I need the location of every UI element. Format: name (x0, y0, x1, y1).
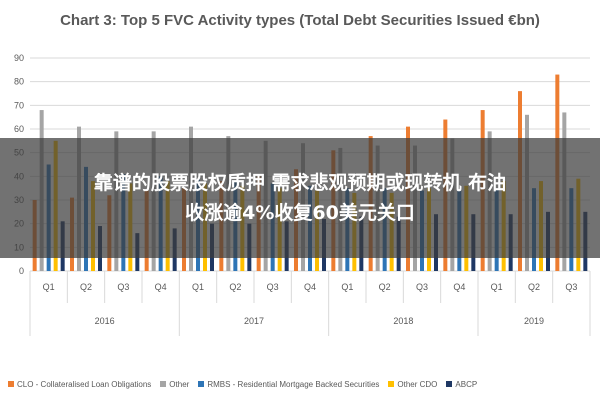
legend-label: Other (169, 379, 190, 389)
legend-item: ABCP (446, 380, 477, 389)
y-tick-label: 80 (14, 77, 24, 87)
headline-line-2: 收涨逾4%收复60美元关口 (185, 202, 415, 224)
x-tick-label: Q2 (379, 282, 391, 292)
x-tick-label: Q1 (192, 282, 204, 292)
y-tick-label: 60 (14, 124, 24, 134)
legend-item: Other (160, 380, 189, 389)
x-tick-label: Q2 (80, 282, 92, 292)
headline-overlay: 靠谱的股票股权质押 需求悲观预期或现转机 布油 收涨逾4%收复60美元关口 (0, 138, 600, 258)
legend-label: Other CDO (397, 379, 438, 389)
x-tick-label: Q2 (528, 282, 540, 292)
year-group-label: 2016 (95, 316, 115, 326)
x-tick-label: Q3 (117, 282, 129, 292)
x-tick-label: Q1 (491, 282, 503, 292)
x-tick-label: Q3 (565, 282, 577, 292)
legend-swatch (446, 381, 453, 387)
legend-item: CLO - Collateralised Loan Obligations (8, 380, 151, 389)
y-tick-label: 70 (14, 100, 24, 110)
year-group-label: 2018 (393, 316, 413, 326)
legend-swatch (388, 381, 395, 387)
headline-line-1: 靠谱的股票股权质押 需求悲观预期或现转机 布油 (93, 172, 507, 194)
x-tick-label: Q2 (229, 282, 241, 292)
y-tick-label: 90 (14, 53, 24, 63)
year-group-label: 2017 (244, 316, 264, 326)
legend-label: ABCP (455, 379, 478, 389)
legend-label: RMBS - Residential Mortgage Backed Secur… (207, 379, 380, 389)
year-group-label: 2019 (524, 316, 544, 326)
chart-title: Chart 3: Top 5 FVC Activity types (Total… (60, 12, 540, 29)
legend-item: RMBS - Residential Mortgage Backed Secur… (198, 380, 379, 389)
x-tick-label: Q3 (267, 282, 279, 292)
x-axis-year-groups: 2016 2017 2018 2019 (29, 303, 591, 336)
legend-label: CLO - Collateralised Loan Obligations (17, 379, 152, 389)
legend: CLO - Collateralised Loan Obligations Oth… (8, 377, 600, 391)
x-tick-label: Q4 (304, 282, 316, 292)
x-tick-label: Q3 (416, 282, 428, 292)
legend-swatch (198, 381, 205, 387)
legend-swatch (8, 381, 14, 387)
x-tick-label: Q4 (453, 282, 465, 292)
x-axis-ticks: Q1 Q2 Q3 Q4 Q1 Q2 Q3 Q4 Q1 Q2 Q3 Q4 Q1 Q2 Q3 (29, 271, 591, 303)
legend-item: Other CDO (388, 380, 437, 389)
legend-swatch (160, 381, 167, 387)
x-tick-label: Q1 (43, 282, 55, 292)
x-tick-label: Q1 (341, 282, 353, 292)
x-tick-label: Q4 (155, 282, 167, 292)
y-tick-label: 0 (19, 266, 24, 276)
